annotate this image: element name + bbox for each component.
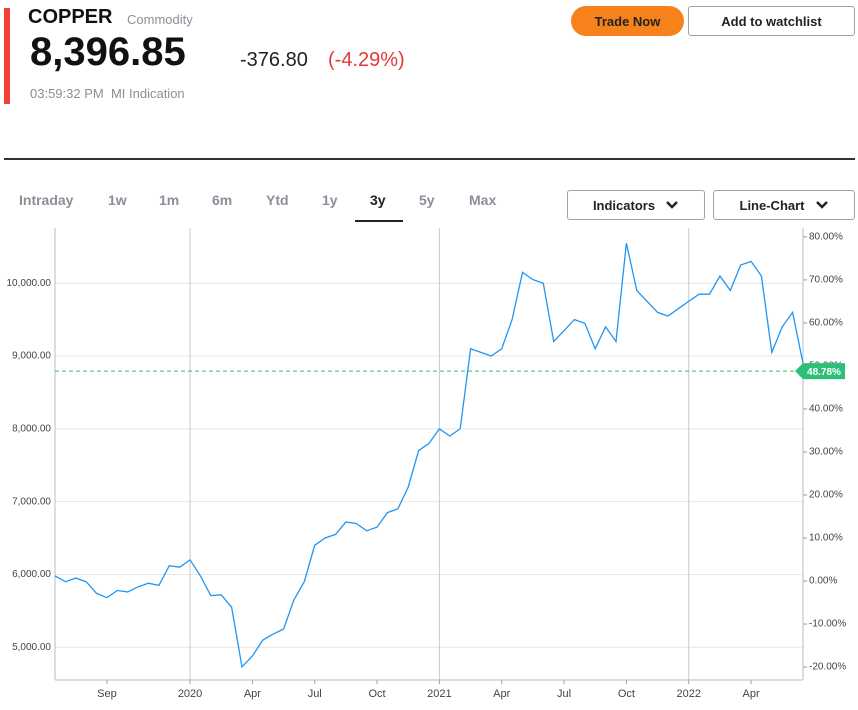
- x-tick-label: Jul: [308, 688, 322, 700]
- chart: 5,000.00 6,000.00 7,000.00 8,000.00 9,000.00…: [7, 228, 846, 700]
- x-tick-label: 2020: [178, 688, 202, 700]
- symbol: COPPER: [28, 6, 113, 28]
- timestamp: 03:59:32 PM MI Indication: [30, 86, 185, 101]
- indicators-dropdown[interactable]: Indicators: [567, 190, 705, 220]
- y2-tick-label: 20.00%: [809, 490, 843, 501]
- range-tab[interactable]: Max: [469, 192, 497, 208]
- source: MI Indication: [110, 86, 185, 101]
- x-tick-label: Sep: [97, 688, 117, 700]
- range-tab[interactable]: 1w: [108, 192, 127, 208]
- watchlist-button[interactable]: Add to watchlist: [688, 6, 855, 36]
- y2-tick-label: -10.00%: [809, 619, 846, 630]
- y-tick-label: 5,000.00: [12, 642, 51, 653]
- y2-tick-label: 30.00%: [809, 447, 843, 458]
- chevron: [666, 201, 678, 209]
- dropdown-label: Line-Chart: [739, 197, 805, 213]
- y2-tick-label: 10.00%: [809, 533, 843, 544]
- y-tick-label: 6,000.00: [12, 569, 51, 580]
- x-tick-label: Jul: [557, 688, 571, 700]
- price: 8,396.85: [30, 30, 186, 74]
- y2-tick-label: 0.00%: [809, 576, 837, 587]
- change: -376.80: [240, 49, 308, 71]
- price-line: [54, 243, 804, 669]
- x-tick-label: Oct: [618, 688, 635, 700]
- x-tick-label: 2021: [427, 688, 451, 700]
- range-tab[interactable]: Intraday: [19, 192, 74, 208]
- y-tick-label: 8,000.00: [12, 423, 51, 434]
- x-tick-label: 2022: [676, 688, 700, 700]
- x-tick-label: Apr: [742, 688, 759, 700]
- kind: Commodity: [127, 12, 193, 27]
- y2-tick-label: 70.00%: [809, 275, 843, 286]
- active-underline: [355, 220, 403, 222]
- x-tick-label: Apr: [244, 688, 261, 700]
- trade-button[interactable]: Trade Now: [571, 6, 684, 36]
- range-tab[interactable]: 1y: [322, 192, 338, 208]
- divider: [4, 158, 855, 160]
- reference-label: 48.78%: [807, 367, 841, 378]
- y-tick-label: 10,000.00: [7, 278, 52, 289]
- range-tab[interactable]: 3y: [370, 192, 386, 208]
- y2-tick-label: 80.00%: [809, 232, 843, 243]
- y2-tick-label: 40.00%: [809, 404, 843, 415]
- y2-tick-label: 60.00%: [809, 318, 843, 329]
- y-tick-label: 9,000.00: [12, 351, 51, 362]
- dropdown-label: Indicators: [592, 197, 656, 213]
- time: 03:59:32 PM: [30, 86, 104, 101]
- y2-tick-label: -20.00%: [809, 662, 846, 673]
- range-tab[interactable]: Ytd: [266, 192, 289, 208]
- change-pct: (-4.29%): [328, 49, 405, 71]
- y-tick-label: 7,000.00: [12, 496, 51, 507]
- chart-type-dropdown[interactable]: Line-Chart: [713, 190, 855, 220]
- chevron: [815, 201, 828, 209]
- x-tick-label: Oct: [368, 688, 385, 700]
- reference-tag: [795, 363, 845, 380]
- accent-bar: [4, 8, 10, 104]
- range-tab[interactable]: 5y: [419, 192, 435, 208]
- range-tab[interactable]: 1m: [159, 192, 180, 208]
- range-tab[interactable]: 6m: [212, 192, 233, 208]
- x-tick-label: Apr: [493, 688, 510, 700]
